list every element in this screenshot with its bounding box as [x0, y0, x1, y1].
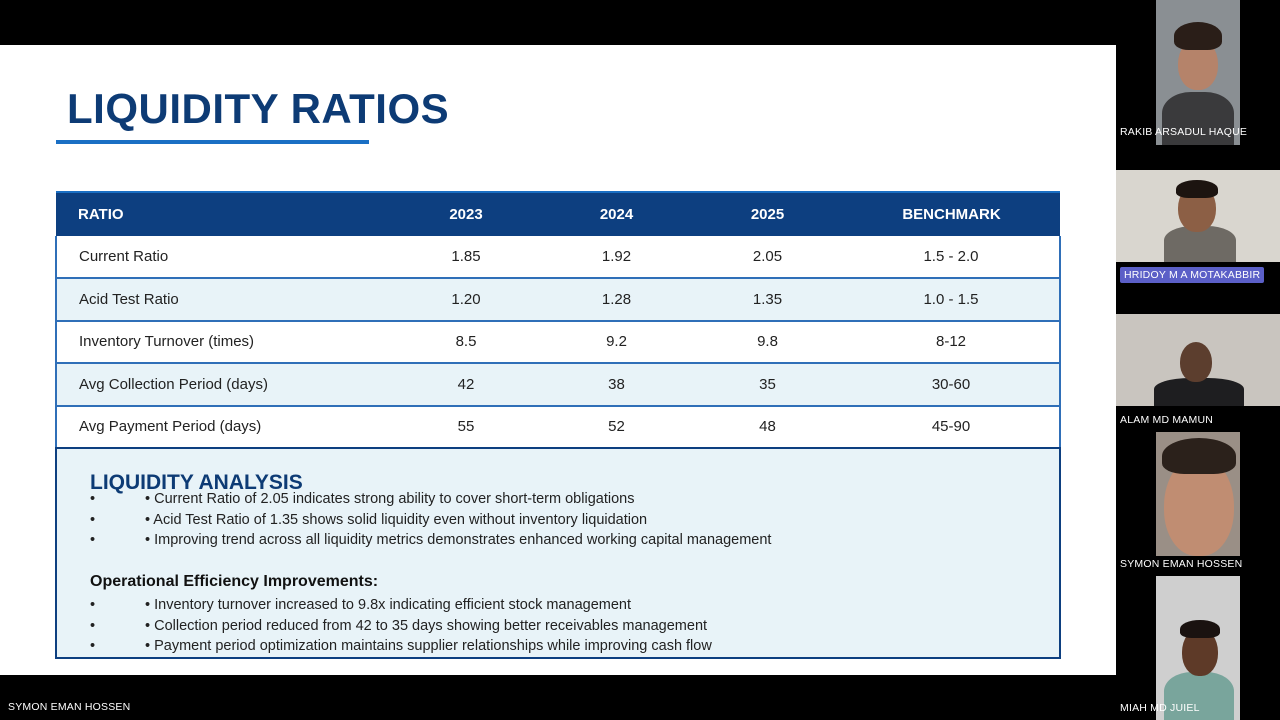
- ratio-name-cell: Current Ratio: [55, 236, 391, 280]
- participant-name-speaking: HRIDOY M A MOTAKABBIR: [1120, 267, 1265, 283]
- benchmark-cell: 45-90: [843, 405, 1061, 449]
- list-item: • • Inventory turnover increased to 9.8x …: [90, 595, 712, 616]
- header-2023: 2023: [391, 191, 541, 236]
- table-row: Current Ratio 1.85 1.92 2.05 1.5 - 2.0: [55, 236, 1061, 280]
- value-cell: 48: [692, 405, 843, 449]
- benchmark-cell: 1.0 - 1.5: [843, 278, 1061, 322]
- person-face: [1180, 342, 1212, 382]
- participant-name: MIAH MD JUIEL: [1120, 702, 1200, 714]
- list-item: • • Payment period optimization maintains…: [90, 636, 712, 657]
- efficiency-subheading: Operational Efficiency Improvements:: [90, 573, 379, 590]
- bullet-text: • Improving trend across all liquidity m…: [145, 532, 772, 548]
- benchmark-cell: 1.5 - 2.0: [843, 236, 1061, 280]
- title-underline: [56, 140, 369, 144]
- value-cell: 1.92: [541, 236, 692, 280]
- list-item: • • Acid Test Ratio of 1.35 shows solid l…: [90, 510, 771, 531]
- header-ratio: RATIO: [56, 191, 391, 236]
- value-cell: 1.28: [541, 278, 692, 322]
- person-hair: [1162, 438, 1236, 474]
- benchmark-cell: 30-60: [843, 363, 1061, 407]
- list-item: • • Improving trend across all liquidity …: [90, 530, 771, 551]
- participant-video: [1156, 432, 1240, 556]
- value-cell: 35: [692, 363, 843, 407]
- liquidity-analysis-box: LIQUIDITY ANALYSIS • • Current Ratio of 2…: [55, 447, 1061, 659]
- presenter-name-label: SYMON EMAN HOSSEN: [8, 701, 131, 713]
- bullet-text: • Current Ratio of 2.05 indicates strong…: [145, 491, 635, 507]
- shared-slide: LIQUIDITY RATIOS RATIO 2023 2024 2025 BE…: [0, 45, 1116, 675]
- bullet-dot: •: [90, 532, 96, 548]
- value-cell: 9.2: [541, 320, 692, 365]
- bullet-dot: •: [90, 511, 96, 528]
- bullet-dot: •: [90, 597, 96, 613]
- slide-title: LIQUIDITY RATIOS: [67, 85, 450, 132]
- value-cell: 1.85: [391, 236, 541, 280]
- header-2025: 2025: [692, 191, 843, 236]
- bullet-text: • Payment period optimization maintains …: [145, 638, 712, 654]
- bullet-text: • Collection period reduced from 42 to 3…: [145, 617, 708, 634]
- bullet-dot: •: [90, 617, 96, 634]
- liquidity-ratios-table: RATIO 2023 2024 2025 BENCHMARK Current R…: [55, 191, 1061, 449]
- person-hair: [1176, 180, 1218, 198]
- participant-name: ALAM MD MAMUN: [1120, 414, 1214, 426]
- participant-name: SYMON EMAN HOSSEN: [1120, 558, 1243, 570]
- analysis-title: LIQUIDITY ANALYSIS: [90, 471, 303, 494]
- bullet-dot: •: [90, 638, 96, 654]
- table-row: Avg Payment Period (days) 55 52 48 45-90: [55, 405, 1061, 449]
- participant-tile-alam[interactable]: ALAM MD MAMUN: [1116, 314, 1280, 429]
- person-silhouette: [1164, 226, 1236, 262]
- participant-video: [1156, 0, 1240, 145]
- bullet-text: • Inventory turnover increased to 9.8x i…: [145, 597, 631, 613]
- value-cell: 38: [541, 363, 692, 407]
- person-hair: [1174, 22, 1222, 50]
- value-cell: 42: [391, 363, 541, 407]
- person-silhouette: [1162, 92, 1234, 145]
- person-hair: [1180, 620, 1220, 638]
- participant-tile-rakib[interactable]: RAKIB ARSADUL HAQUE: [1116, 0, 1280, 145]
- header-2024: 2024: [541, 191, 692, 236]
- participant-tile-hridoy[interactable]: HRIDOY M A MOTAKABBIR: [1116, 170, 1280, 290]
- ratio-name-cell: Avg Payment Period (days): [55, 405, 391, 449]
- ratio-name-cell: Inventory Turnover (times): [55, 320, 391, 365]
- list-item: • • Current Ratio of 2.05 indicates stron…: [90, 489, 771, 510]
- table-header-row: RATIO 2023 2024 2025 BENCHMARK: [56, 191, 1060, 236]
- table-row: Avg Collection Period (days) 42 38 35 30…: [55, 363, 1061, 407]
- table-row: Acid Test Ratio 1.20 1.28 1.35 1.0 - 1.5: [55, 278, 1061, 322]
- value-cell: 1.35: [692, 278, 843, 322]
- analysis-bullet-list: • • Current Ratio of 2.05 indicates stron…: [90, 489, 771, 551]
- header-benchmark: BENCHMARK: [843, 191, 1060, 236]
- participant-video: [1116, 170, 1280, 262]
- efficiency-bullet-list: • • Inventory turnover increased to 9.8x …: [90, 595, 712, 657]
- ratio-name-cell: Acid Test Ratio: [55, 278, 391, 322]
- participant-video: [1156, 576, 1240, 720]
- ratio-name-cell: Avg Collection Period (days): [55, 363, 391, 407]
- value-cell: 52: [541, 405, 692, 449]
- list-item: • • Collection period reduced from 42 to …: [90, 616, 712, 637]
- bullet-dot: •: [90, 491, 96, 507]
- benchmark-cell: 8-12: [843, 320, 1061, 365]
- person-silhouette: [1164, 672, 1234, 720]
- value-cell: 1.20: [391, 278, 541, 322]
- person-silhouette: [1154, 378, 1244, 406]
- participant-video: [1116, 314, 1280, 406]
- value-cell: 55: [391, 405, 541, 449]
- participant-tile-symon[interactable]: SYMON EMAN HOSSEN: [1116, 432, 1280, 572]
- participant-tile-miah[interactable]: MIAH MD JUIEL: [1116, 576, 1280, 720]
- value-cell: 2.05: [692, 236, 843, 280]
- participant-name: RAKIB ARSADUL HAQUE: [1120, 126, 1248, 138]
- value-cell: 8.5: [391, 320, 541, 365]
- bullet-text: • Acid Test Ratio of 1.35 shows solid li…: [145, 511, 648, 528]
- value-cell: 9.8: [692, 320, 843, 365]
- table-row: Inventory Turnover (times) 8.5 9.2 9.8 8…: [55, 320, 1061, 365]
